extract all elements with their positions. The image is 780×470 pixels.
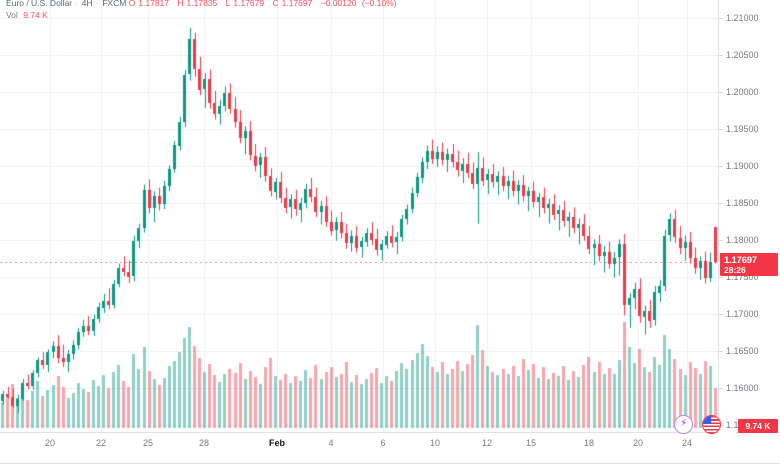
- price-tick-mark: [718, 277, 723, 278]
- low-value: L 1.17679: [225, 0, 265, 8]
- legend-separator-1: ·: [75, 0, 79, 8]
- volume-value: 9.74 K: [23, 10, 48, 20]
- time-tick-label: 18: [583, 438, 595, 448]
- interval-label[interactable]: 4H: [81, 0, 93, 8]
- price-tick-mark: [718, 388, 723, 389]
- price-tick-mark: [718, 92, 723, 93]
- high-value: H 1.17835: [177, 0, 218, 8]
- price-tick-label: 1.20500: [726, 50, 759, 60]
- time-tick-label: 28: [198, 438, 210, 448]
- candlestick-canvas[interactable]: [0, 0, 718, 432]
- open-value: O 1.17817: [128, 0, 170, 8]
- symbol-name[interactable]: Euro / U.S. Dollar: [6, 0, 73, 8]
- chart-plot-area[interactable]: [0, 0, 718, 432]
- time-axis[interactable]: 20 22 25 28 Feb 4 6 10 12 15 18 20 24: [0, 432, 780, 470]
- price-tick-label: 1.19500: [726, 124, 759, 134]
- price-tick-label: 1.16500: [726, 346, 759, 356]
- time-tick-label: 20: [44, 438, 56, 448]
- price-tick-mark: [718, 351, 723, 352]
- lightning-bolt-icon[interactable]: ⚡: [674, 415, 693, 434]
- bar-countdown: 28:26: [724, 265, 746, 275]
- price-tick-mark: [718, 55, 723, 56]
- time-tick-label: Feb: [268, 438, 286, 448]
- price-tick-label: 1.17500: [726, 272, 759, 282]
- price-tick-mark: [718, 314, 723, 315]
- exchange-label[interactable]: FXCM: [102, 0, 127, 8]
- time-tick-label: 20: [632, 438, 644, 448]
- price-tick-mark: [718, 203, 723, 204]
- price-tick-mark: [718, 18, 723, 19]
- price-tick-mark: [718, 129, 723, 130]
- price-tick-label: 1.16000: [726, 383, 759, 393]
- time-tick-label: 4: [328, 438, 334, 448]
- time-tick-label: 22: [95, 438, 107, 448]
- price-tick-mark: [718, 166, 723, 167]
- volume-legend-row: Vol 9.74 K: [6, 10, 400, 21]
- change-value: −0.00120: [320, 0, 357, 8]
- flag-canton: [703, 416, 711, 424]
- current-price-badge[interactable]: 1.17697 28:26: [720, 253, 778, 276]
- price-tick-label: 1.18000: [726, 235, 759, 245]
- price-tick-label: 1.21000: [726, 13, 759, 23]
- legend-separator-2: ·: [95, 0, 99, 8]
- us-flag-icon[interactable]: [702, 415, 721, 434]
- price-tick-mark: [718, 240, 723, 241]
- time-tick-label: 15: [525, 438, 537, 448]
- time-tick-label: 6: [380, 438, 386, 448]
- time-tick-label: 24: [681, 438, 693, 448]
- current-price-value: 1.17697: [724, 255, 757, 266]
- volume-label: Vol: [6, 10, 18, 20]
- lightning-glyph: ⚡: [680, 417, 688, 429]
- time-tick-label: 10: [429, 438, 441, 448]
- time-tick-label: 12: [481, 438, 493, 448]
- chart-legend: Euro / U.S. Dollar · 4H · FXCM O 1.17817 …: [6, 0, 400, 21]
- price-tick-label: 1.18500: [726, 198, 759, 208]
- price-tick-label: 1.17000: [726, 309, 759, 319]
- change-percent-value: (−0.10%): [361, 0, 397, 8]
- close-value: C 1.17697: [272, 0, 313, 8]
- symbol-info-row: Euro / U.S. Dollar · 4H · FXCM O 1.17817 …: [6, 0, 400, 9]
- price-tick-label: 1.19000: [726, 161, 759, 171]
- time-tick-label: 25: [142, 438, 154, 448]
- current-price-line: [0, 262, 718, 263]
- volume-badge[interactable]: 9.74 K: [738, 419, 778, 433]
- ohlc-values: O 1.17817 H 1.17835 L 1.17679 C 1.17697 −0.0…: [129, 0, 400, 8]
- price-axis[interactable]: 1.21000 1.20500 1.20000 1.19500 1.19000 1.185…: [718, 0, 780, 470]
- price-tick-label: 1.20000: [726, 87, 759, 97]
